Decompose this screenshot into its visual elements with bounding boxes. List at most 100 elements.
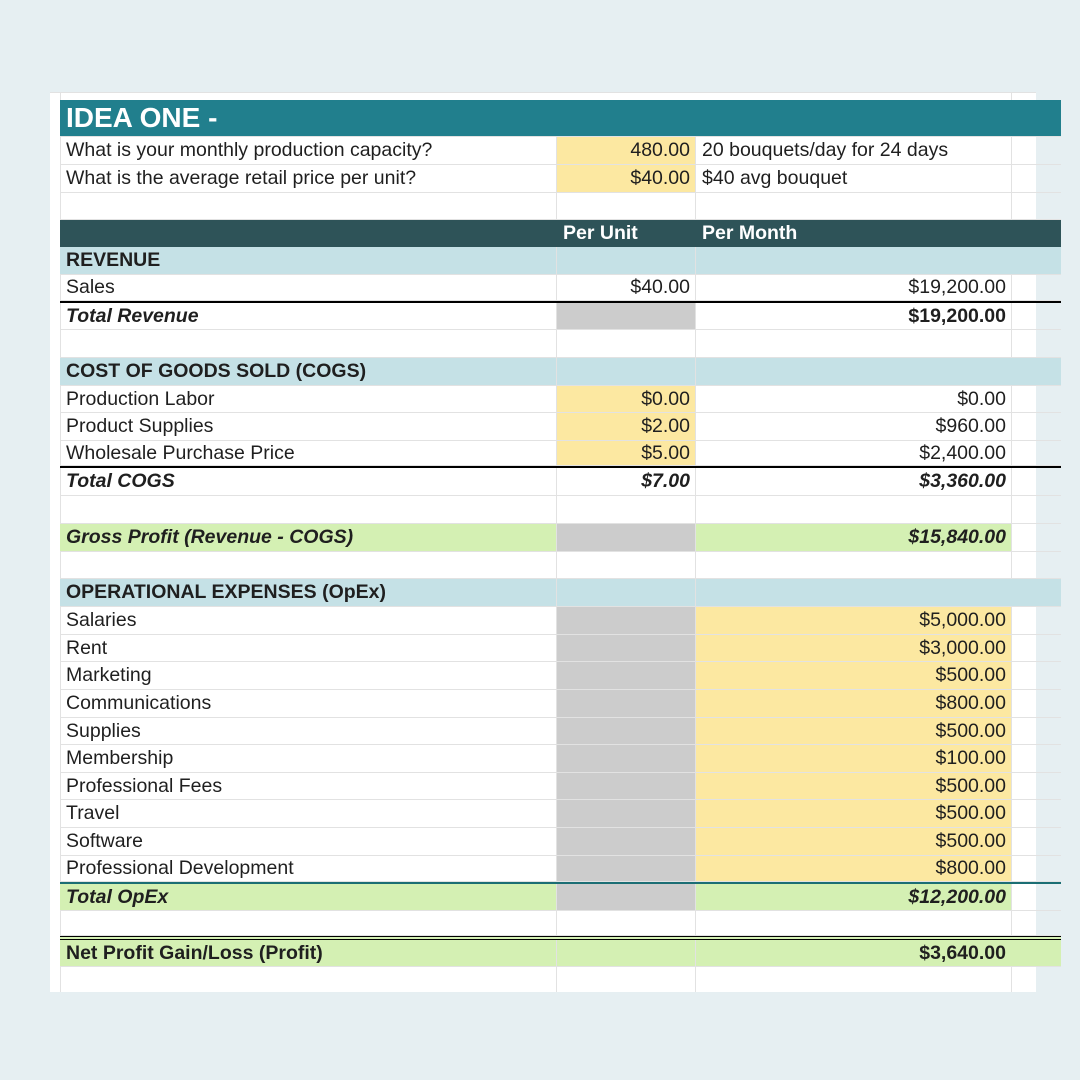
opex-heading[interactable]: OPERATIONAL EXPENSES (OpEx) — [60, 579, 557, 606]
capacity-question[interactable]: What is your monthly production capacity… — [60, 137, 557, 164]
revenue-heading[interactable]: REVENUE — [60, 247, 557, 274]
empty-cell[interactable] — [557, 247, 696, 274]
opex-per-unit[interactable] — [557, 800, 696, 827]
sales-per-month[interactable]: $19,200.00 — [908, 276, 1006, 298]
input-row-price: What is the average retail price per uni… — [60, 165, 1061, 193]
opex-per-unit[interactable] — [557, 828, 696, 855]
total-opex-label[interactable]: Total OpEx — [60, 884, 557, 910]
opex-label[interactable]: Professional Fees — [60, 773, 557, 799]
price-note[interactable]: $40 avg bouquet — [702, 167, 848, 189]
empty-cell[interactable] — [557, 552, 696, 578]
empty-cell[interactable] — [60, 911, 557, 935]
opex-per-unit[interactable] — [557, 690, 696, 717]
cogs-label[interactable]: Wholesale Purchase Price — [60, 441, 557, 465]
empty-cell[interactable] — [557, 967, 696, 992]
gross-profit-per-unit[interactable] — [557, 524, 696, 551]
opex-per-month[interactable]: $800.00 — [696, 690, 1011, 717]
header-empty-cell[interactable] — [60, 220, 557, 247]
sales-label[interactable]: Sales — [60, 275, 557, 300]
opex-per-unit[interactable] — [557, 607, 696, 634]
empty-cell[interactable] — [696, 247, 1011, 274]
opex-label[interactable]: Supplies — [60, 718, 557, 744]
cogs-per-month[interactable]: $2,400.00 — [919, 441, 1006, 464]
sales-per-unit[interactable]: $40.00 — [557, 275, 696, 300]
price-question[interactable]: What is the average retail price per uni… — [60, 165, 557, 192]
opex-per-month[interactable]: $100.00 — [696, 745, 1011, 772]
cogs-heading[interactable]: COST OF GOODS SOLD (COGS) — [60, 358, 557, 385]
per-month-header[interactable]: Per Month — [702, 222, 798, 244]
empty-cell[interactable] — [557, 496, 696, 523]
price-value-cell[interactable]: $40.00 — [557, 165, 696, 192]
opex-per-month[interactable]: $3,000.00 — [696, 635, 1011, 661]
opex-label[interactable]: Membership — [60, 745, 557, 772]
net-profit-label[interactable]: Net Profit Gain/Loss (Profit) — [60, 940, 557, 966]
empty-cell[interactable] — [696, 330, 1011, 357]
cogs-per-month[interactable]: $960.00 — [935, 415, 1007, 437]
capacity-note[interactable]: 20 bouquets/day for 24 days — [702, 139, 949, 161]
cogs-label[interactable]: Product Supplies — [60, 413, 557, 440]
total-cogs-label[interactable]: Total COGS — [60, 468, 557, 495]
opex-label[interactable]: Rent — [60, 635, 557, 661]
empty-cell[interactable] — [557, 193, 696, 219]
total-cogs-per-month[interactable]: $3,360.00 — [919, 470, 1006, 492]
empty-cell[interactable] — [696, 193, 1011, 219]
spreadsheet: IDEA ONE - What is your monthly producti… — [50, 92, 1061, 992]
empty-cell[interactable] — [696, 358, 1011, 385]
opex-label[interactable]: Travel — [60, 800, 557, 827]
cogs-per-unit[interactable]: $0.00 — [557, 386, 696, 412]
gross-profit-per-month[interactable]: $15,840.00 — [696, 524, 1011, 551]
per-unit-header[interactable]: Per Unit — [563, 222, 638, 244]
opex-per-month[interactable]: $500.00 — [696, 718, 1011, 744]
empty-cell[interactable] — [557, 579, 696, 606]
empty-cell[interactable] — [696, 911, 1011, 935]
opex-per-unit[interactable] — [557, 773, 696, 799]
sheet-title[interactable]: IDEA ONE - — [66, 102, 218, 133]
empty-row — [60, 911, 1061, 936]
cogs-label[interactable]: Production Labor — [60, 386, 557, 412]
total-opex-per-unit[interactable] — [557, 884, 696, 910]
empty-cell[interactable] — [696, 552, 1011, 578]
opex-row: Software $500.00 — [60, 828, 1061, 856]
cogs-per-unit[interactable]: $5.00 — [557, 441, 696, 465]
revenue-heading-row: REVENUE — [60, 247, 1061, 275]
empty-cell[interactable] — [557, 358, 696, 385]
total-opex-per-month[interactable]: $12,200.00 — [696, 884, 1011, 910]
empty-row — [60, 552, 1061, 579]
opex-per-month[interactable]: $500.00 — [696, 800, 1011, 827]
empty-cell[interactable] — [60, 193, 557, 219]
cogs-per-unit[interactable]: $2.00 — [557, 413, 696, 440]
empty-cell[interactable] — [696, 579, 1011, 606]
opex-per-unit[interactable] — [557, 856, 696, 881]
opex-per-unit[interactable] — [557, 662, 696, 689]
empty-cell[interactable] — [696, 496, 1011, 523]
net-profit-per-unit[interactable] — [557, 940, 696, 966]
opex-per-month[interactable]: $500.00 — [696, 828, 1011, 855]
empty-cell[interactable] — [60, 967, 557, 992]
total-revenue-per-month[interactable]: $19,200.00 — [908, 304, 1006, 327]
opex-per-unit[interactable] — [557, 718, 696, 744]
opex-label[interactable]: Salaries — [60, 607, 557, 634]
empty-cell[interactable] — [60, 496, 557, 523]
opex-per-month[interactable]: $800.00 — [696, 856, 1011, 881]
capacity-value-cell[interactable]: 480.00 — [557, 137, 696, 164]
empty-cell[interactable] — [557, 911, 696, 935]
gross-profit-label[interactable]: Gross Profit (Revenue - COGS) — [60, 524, 557, 551]
total-revenue-per-unit[interactable] — [557, 303, 696, 329]
opex-label[interactable]: Communications — [60, 690, 557, 717]
total-revenue-label[interactable]: Total Revenue — [60, 303, 557, 329]
empty-cell[interactable] — [696, 967, 1011, 992]
total-cogs-per-unit[interactable]: $7.00 — [557, 468, 696, 495]
opex-label[interactable]: Software — [60, 828, 557, 855]
cogs-per-month[interactable]: $0.00 — [957, 387, 1006, 410]
empty-cell[interactable] — [557, 330, 696, 357]
opex-per-unit[interactable] — [557, 635, 696, 661]
empty-cell[interactable] — [60, 330, 557, 357]
net-profit-per-month[interactable]: $3,640.00 — [919, 941, 1006, 964]
empty-cell[interactable] — [60, 552, 557, 578]
opex-per-month[interactable]: $500.00 — [696, 773, 1011, 799]
opex-label[interactable]: Marketing — [60, 662, 557, 689]
opex-per-unit[interactable] — [557, 745, 696, 772]
opex-label[interactable]: Professional Development — [60, 856, 557, 881]
opex-per-month[interactable]: $500.00 — [696, 662, 1011, 689]
opex-per-month[interactable]: $5,000.00 — [696, 607, 1011, 634]
